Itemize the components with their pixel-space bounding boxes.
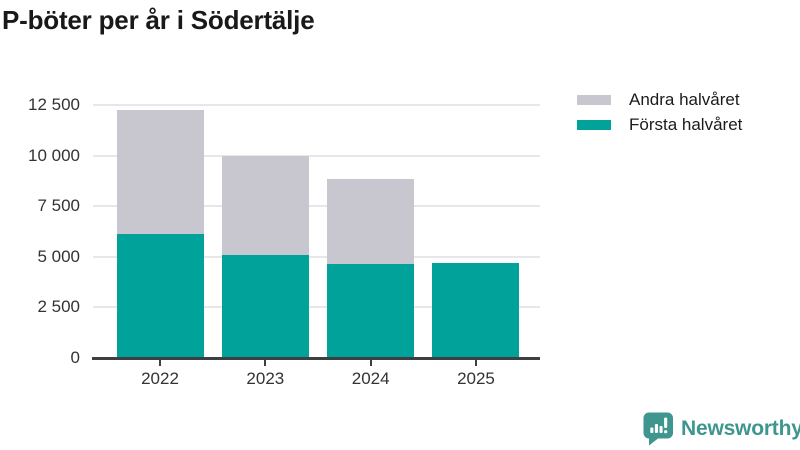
bar-segment-2024-forsta-halvaret bbox=[327, 263, 415, 358]
gridline-12500 bbox=[93, 104, 540, 106]
x-tick-2023 bbox=[264, 360, 267, 366]
bar-segment-2023-forsta-halvaret bbox=[221, 254, 309, 358]
y-tick-label: 5 000 bbox=[37, 246, 80, 266]
newsworthy-logo-text: Newsworthy bbox=[681, 417, 800, 440]
y-tick-label: 7 500 bbox=[37, 196, 80, 216]
y-tick-label: 0 bbox=[70, 348, 80, 367]
gridline-2500 bbox=[93, 306, 540, 309]
chart-title: P-böter per år i Södertälje bbox=[2, 5, 315, 35]
legend-item-andra-halvaret: Andra halvåret bbox=[577, 90, 742, 110]
bar-segment-2022-andra-halvaret bbox=[116, 110, 204, 234]
legend-swatch-andra-halvaret bbox=[577, 95, 611, 105]
newsworthy-logo-icon bbox=[643, 412, 673, 446]
plot-area: 0 2 500 5 000 7 500 10 000 12 500 2022 2023 2024… bbox=[28, 95, 540, 388]
x-axis-line bbox=[92, 357, 540, 360]
x-tick-2022 bbox=[159, 360, 161, 366]
x-tick-2025 bbox=[474, 360, 477, 366]
gridline-10000 bbox=[93, 154, 540, 157]
x-tick-label-2022: 2022 bbox=[141, 369, 179, 388]
bar-segment-2022-forsta-halvaret bbox=[116, 233, 204, 358]
legend-item-forsta-halvaret: Första halvåret bbox=[577, 115, 742, 135]
x-tick-label-2023: 2023 bbox=[246, 369, 285, 388]
legend-swatch-forsta-halvaret bbox=[577, 120, 611, 130]
legend-label: Andra halvåret bbox=[629, 90, 740, 109]
x-tick-label-2024: 2024 bbox=[351, 369, 390, 388]
bar-segment-2023-andra-halvaret bbox=[221, 155, 309, 255]
x-tick-label-2025: 2025 bbox=[457, 369, 495, 388]
gridline-5000 bbox=[93, 255, 540, 258]
bar-segment-2024-andra-halvaret bbox=[327, 178, 415, 264]
y-tick-label: 12 500 bbox=[28, 95, 80, 114]
gridline-7500 bbox=[93, 205, 540, 208]
chart-legend: Andra halvåret Första halvåret bbox=[577, 90, 742, 140]
legend-label: Första halvåret bbox=[629, 115, 743, 134]
newsworthy-brand-link[interactable]: Newsworthy bbox=[643, 412, 800, 446]
x-tick-2024 bbox=[369, 360, 372, 366]
y-tick-label: 2 500 bbox=[37, 297, 80, 317]
y-tick-label: 10 000 bbox=[28, 145, 80, 165]
bar-segment-2025-forsta-halvaret bbox=[432, 262, 520, 358]
